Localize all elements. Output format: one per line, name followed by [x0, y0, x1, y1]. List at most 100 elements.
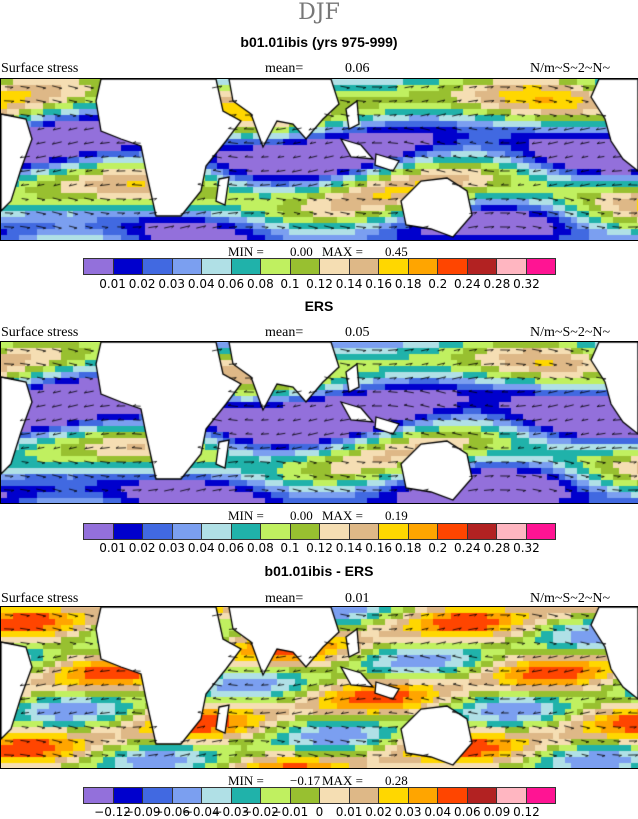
colorbar-tick-label: 0.02	[128, 277, 156, 291]
colorbar-swatch	[526, 524, 555, 539]
colorbar-swatch	[526, 259, 555, 274]
colorbar	[83, 523, 556, 540]
colorbar-tick-label: 0.32	[513, 541, 540, 555]
colorbar-tick-label: 0.28	[483, 541, 511, 555]
mean-label: mean=	[265, 61, 304, 76]
colorbar-swatch	[231, 259, 261, 274]
colorbar-tick-label: 0.02	[128, 541, 156, 555]
min-value: −0.17	[290, 773, 321, 788]
colorbar-tick-label: −0.02	[241, 805, 279, 819]
colorbar-swatch	[438, 524, 468, 539]
colorbar-swatch	[172, 788, 202, 803]
colorbar-tick-label: 0.04	[187, 541, 215, 555]
colorbar-tick-label: 0.24	[453, 277, 481, 291]
colorbar-swatch	[231, 788, 261, 803]
colorbar-swatch	[320, 788, 350, 803]
mean-value: 0.05	[345, 325, 370, 340]
season-title: DJF	[298, 0, 340, 25]
max-label: MAX =	[322, 508, 363, 523]
colorbar-tick-label: 0.01	[335, 805, 363, 819]
colorbar-swatch	[320, 524, 350, 539]
colorbar-tick-label: 0.14	[335, 277, 363, 291]
colorbar-tick-label: 0.16	[365, 277, 392, 291]
colorbar-swatch	[84, 524, 114, 539]
colorbar-swatch	[290, 259, 320, 274]
colorbar-swatch	[143, 259, 173, 274]
colorbar-swatch	[261, 788, 291, 803]
min-label: MIN =	[228, 508, 264, 523]
stress-map	[0, 78, 638, 241]
colorbar-tick-label: 0.14	[335, 541, 363, 555]
max-value: 0.19	[385, 508, 408, 523]
colorbar-tick-label: 0.12	[306, 277, 333, 291]
max-label: MAX =	[322, 773, 363, 788]
colorbar-swatch	[84, 259, 114, 274]
max-value: 0.28	[385, 773, 408, 788]
colorbar-tick-label: 0.06	[453, 805, 481, 819]
colorbar-tick-label: 0.01	[99, 277, 126, 291]
colorbar-swatch	[438, 259, 468, 274]
colorbar-swatch	[261, 259, 291, 274]
max-label: MAX =	[322, 244, 363, 259]
colorbar-tick-label: 0.03	[394, 805, 422, 819]
colorbar-swatch	[113, 788, 143, 803]
colorbar-swatch	[408, 259, 438, 274]
colorbar-swatch	[84, 788, 114, 803]
units-label: N/m~S~2~N~	[530, 325, 611, 340]
colorbar-swatch	[202, 788, 232, 803]
colorbar-swatch	[113, 259, 143, 274]
colorbar-swatch	[113, 524, 143, 539]
colorbar-swatch	[497, 259, 527, 274]
colorbar-swatch	[467, 259, 497, 274]
colorbar-tick-label: −0.03	[212, 805, 250, 819]
variable-label: Surface stress	[1, 61, 79, 76]
colorbar-tick-label: 0.04	[424, 805, 452, 819]
colorbar-swatch	[143, 524, 173, 539]
units-label: N/m~S~2~N~	[530, 61, 611, 76]
colorbar-swatch	[379, 259, 409, 274]
colorbar-swatch	[202, 524, 232, 539]
mean-label: mean=	[265, 591, 304, 606]
colorbar-tick-label: 0.08	[247, 277, 274, 291]
colorbar-swatch	[349, 524, 379, 539]
colorbar-swatch	[172, 259, 202, 274]
colorbar-swatch	[349, 259, 379, 274]
colorbar-tick-label: 0.1	[280, 541, 300, 555]
colorbar-tick-label: 0	[315, 805, 324, 819]
colorbar-swatch	[379, 788, 409, 803]
colorbar-tick-label: 0.12	[306, 541, 333, 555]
colorbar-swatch	[349, 788, 379, 803]
colorbar-swatch	[438, 788, 468, 803]
colorbar-swatch	[290, 524, 320, 539]
colorbar-swatch	[143, 788, 173, 803]
colorbar-tick-label: 0.06	[217, 277, 245, 291]
variable-label: Surface stress	[1, 591, 79, 606]
colorbar-swatch	[497, 524, 527, 539]
colorbar-tick-label: 0.02	[365, 805, 392, 819]
min-label: MIN =	[228, 773, 264, 788]
colorbar-swatch	[467, 788, 497, 803]
colorbar-tick-label: −0.06	[153, 805, 191, 819]
colorbar-swatch	[290, 788, 320, 803]
colorbar-swatch	[408, 788, 438, 803]
colorbar-tick-label: 0.09	[483, 805, 511, 819]
colorbar-swatch	[231, 524, 261, 539]
colorbar-swatch	[526, 788, 555, 803]
colorbar-swatch	[408, 524, 438, 539]
units-label: N/m~S~2~N~	[530, 591, 611, 606]
colorbar-tick-label: 0.1	[280, 277, 300, 291]
colorbar-tick-label: 0.08	[247, 541, 274, 555]
colorbar-tick-label: 0.2	[428, 277, 448, 291]
colorbar-swatch	[379, 524, 409, 539]
colorbar-swatch	[261, 524, 291, 539]
colorbar-tick-label: 0.03	[158, 541, 186, 555]
colorbar-tick-label: 0.18	[394, 541, 422, 555]
colorbar-tick-label: 0.16	[365, 541, 392, 555]
colorbar-tick-label: 0.12	[513, 805, 540, 819]
colorbar-tick-label: 0.01	[99, 541, 126, 555]
colorbar	[83, 787, 556, 804]
colorbar-swatch	[172, 524, 202, 539]
colorbar-swatch	[497, 788, 527, 803]
colorbar-tick-label: 0.2	[428, 541, 448, 555]
colorbar-tick-label: 0.03	[158, 277, 186, 291]
